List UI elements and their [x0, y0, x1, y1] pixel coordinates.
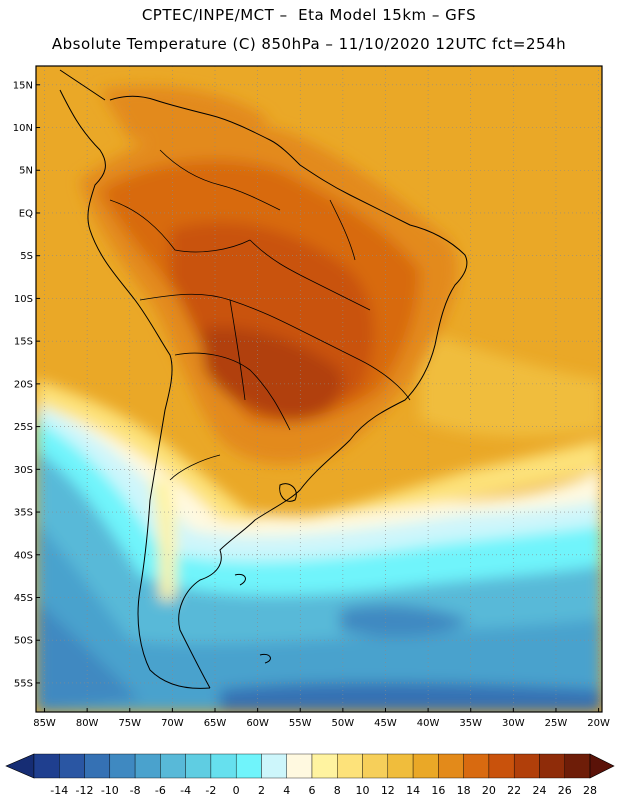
lon-label: 50W [332, 718, 355, 729]
plot-frame [35, 65, 603, 713]
colorbar-swatch [539, 753, 565, 779]
colorbar-label: -14 [50, 784, 68, 797]
colorbar-label: 2 [258, 784, 265, 797]
lat-label: 50S [14, 636, 33, 647]
colorbar-label: 4 [283, 784, 290, 797]
colorbar-swatch [33, 753, 60, 779]
colorbar-label: -8 [130, 784, 141, 797]
lat-label: EQ [19, 208, 33, 219]
colorbar-swatch [362, 753, 389, 779]
lon-label: 40W [417, 718, 440, 729]
lon-label: 65W [204, 718, 227, 729]
colorbar-label: 18 [457, 784, 471, 797]
colorbar-label: -4 [180, 784, 191, 797]
colorbar-swatch [286, 753, 313, 779]
lat-label: 25S [14, 422, 33, 433]
colorbar-label: -2 [205, 784, 216, 797]
colorbar-swatch [59, 753, 85, 779]
colorbar-swatch [463, 753, 490, 779]
chart-title-line-2: Absolute Temperature (C) 850hPa – 11/10/… [51, 35, 567, 53]
lon-label: 70W [161, 718, 184, 729]
lat-label: 10N [13, 123, 33, 134]
colorbar-label: -10 [101, 784, 119, 797]
lat-label: 55S [14, 678, 33, 689]
colorbar-label: -12 [76, 784, 94, 797]
lat-label: 40S [14, 550, 33, 561]
lon-label: 30W [502, 718, 525, 729]
colorbar-label: 6 [309, 784, 316, 797]
colorbar-swatch [488, 753, 515, 779]
lat-label: 35S [14, 508, 33, 519]
colorbar-under-arrow [5, 753, 35, 779]
lon-label: 60W [246, 718, 269, 729]
lat-label: 10S [14, 294, 33, 305]
colorbar-label: 0 [233, 784, 240, 797]
colorbar-swatch [438, 753, 464, 779]
coastlines [59, 69, 468, 689]
lon-label: 55W [289, 718, 312, 729]
country-borders [109, 149, 411, 481]
lat-label: 15S [14, 337, 33, 348]
colorbar-label: -6 [155, 784, 166, 797]
lon-label: 80W [76, 718, 99, 729]
colorbar-swatch [235, 753, 262, 779]
colorbar-swatch [337, 753, 363, 779]
lat-label: 15N [13, 80, 33, 91]
lat-label: 45S [14, 593, 33, 604]
lat-label: 5N [19, 166, 33, 177]
colorbar-swatch [311, 753, 338, 779]
lon-label: 45W [374, 718, 397, 729]
colorbar-label: 16 [431, 784, 445, 797]
lon-label: 75W [118, 718, 141, 729]
colorbar-label: 28 [583, 784, 597, 797]
lat-label: 30S [14, 465, 33, 476]
latitude-labels: 15N 10N 5N EQ 5S 10S 15S 20S 25S 30S 35S 40S 45S 50S 5… [13, 80, 33, 689]
colorbar-label: 12 [381, 784, 395, 797]
colorbar-label: 8 [334, 784, 341, 797]
colorbar-swatch [564, 753, 591, 779]
lat-label: 20S [14, 379, 33, 390]
longitude-labels: 85W 80W 75W 70W 65W 60W 55W 50W 45W 40W 35W 30W 25W 2… [33, 718, 610, 729]
lon-label: 25W [545, 718, 568, 729]
colorbar-label: 26 [558, 784, 572, 797]
colorbar-swatch [210, 753, 237, 779]
lon-label: 35W [459, 718, 482, 729]
axis-ticks [36, 84, 600, 712]
colorbar-swatch [84, 753, 111, 779]
colorbar-swatch [412, 753, 439, 779]
colorbar [5, 753, 615, 779]
colorbar-label: 20 [482, 784, 496, 797]
colorbar-swatch [387, 753, 414, 779]
lon-label: 85W [33, 718, 56, 729]
colorbar-label: 10 [356, 784, 370, 797]
colorbar-swatch [134, 753, 161, 779]
chart-title-line-1: CPTEC/INPE/MCT – Eta Model 15km – GFS [141, 6, 477, 24]
lat-label: 5S [20, 251, 33, 262]
colorbar-swatch [160, 753, 186, 779]
colorbar-swatch [261, 753, 287, 779]
colorbar-label: 14 [406, 784, 420, 797]
colorbar-label: 24 [532, 784, 546, 797]
colorbar-swatch [109, 753, 136, 779]
colorbar-label: 22 [507, 784, 521, 797]
colorbar-labels: -14 -12 -10 -8 -6 -4 -2 0 2 4 6 8 10 12 14 16 18 20 22 24 26… [50, 784, 597, 797]
colorbar-swatch [185, 753, 212, 779]
colorbar-swatch [513, 753, 540, 779]
temperature-field [36, 66, 602, 712]
colorbar-over-arrow [589, 753, 615, 779]
lon-label: 20W [587, 718, 610, 729]
